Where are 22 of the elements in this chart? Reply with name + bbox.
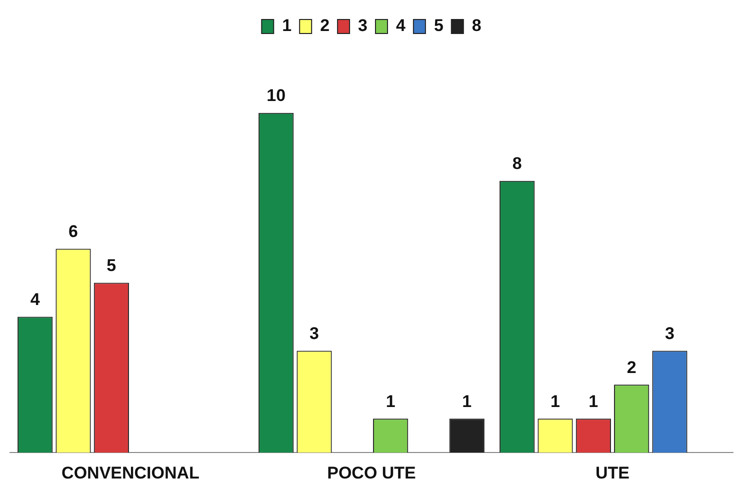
data-label: 1 — [462, 392, 472, 411]
data-label: 4 — [30, 290, 40, 309]
data-label: 8 — [512, 154, 522, 174]
legend-label: 3 — [358, 16, 368, 36]
data-label: 3 — [310, 324, 319, 343]
x-tick-label: UTE — [596, 463, 630, 482]
legend-label: 1 — [282, 16, 292, 36]
data-label: 1 — [386, 392, 396, 411]
data-label: 6 — [68, 222, 78, 241]
x-tick-label: POCO UTE — [327, 463, 416, 482]
data-label: 3 — [665, 324, 674, 343]
data-label: 5 — [106, 256, 116, 275]
data-label: 1 — [550, 392, 560, 411]
legend-label: 8 — [472, 16, 482, 36]
data-label: 2 — [626, 358, 636, 377]
legend-label: 2 — [320, 16, 330, 36]
legend-label: 4 — [396, 16, 406, 36]
x-tick-label: CONVENCIONAL — [62, 463, 200, 482]
bar — [449, 418, 484, 453]
data-label: 1 — [588, 392, 598, 411]
data-label: 10 — [266, 86, 286, 106]
legend-label: 5 — [434, 16, 444, 36]
